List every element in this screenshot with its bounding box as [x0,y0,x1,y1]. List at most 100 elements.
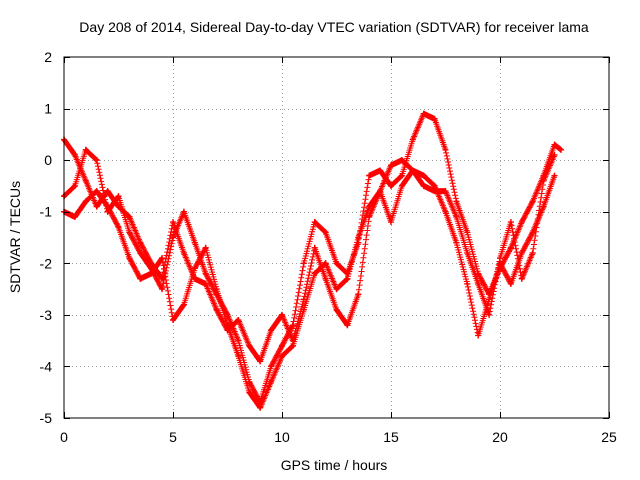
data-point [409,136,416,143]
data-point [104,188,111,195]
x-tick-label: 15 [383,429,399,445]
data-point [115,224,122,231]
data-point [398,182,405,189]
data-point [464,249,471,256]
data-point [170,317,176,324]
data-point [170,219,176,226]
data-point [279,311,285,318]
data-point [518,249,525,256]
data-point [464,280,471,287]
data-point [71,182,78,189]
data-point [300,260,307,267]
data-point [322,260,329,267]
y-tick-label: 0 [44,152,52,168]
y-tick-label: -2 [40,255,53,271]
data-point [453,198,460,205]
data-point [311,244,318,251]
data-point [126,255,133,262]
chart-title: Day 208 of 2014, Sidereal Day-to-day VTE… [79,19,589,35]
x-tick-label: 5 [169,429,177,445]
x-tick-labels: 0 5 10 15 20 25 [60,429,617,445]
data-point [159,275,166,282]
data-point [289,322,296,329]
data-point [507,280,514,287]
data-point [311,219,318,226]
data-point [82,177,89,184]
data-point [71,151,78,158]
tick-marks [64,57,610,419]
x-tick-label: 0 [60,429,68,445]
data-point [235,353,242,360]
data-point [518,275,525,282]
y-tick-label: -3 [40,307,53,323]
data-point [213,306,220,313]
data-point [377,188,384,195]
data-point [442,146,449,153]
data-point [93,203,100,210]
data-point [333,260,340,267]
data-point [202,270,209,277]
y-tick-label: -1 [40,204,53,220]
data-point [420,182,427,189]
data-point [377,167,384,174]
data-point [279,342,285,349]
data-point [431,182,438,189]
data-point [115,193,122,200]
data-point [540,177,547,184]
data-point [322,275,329,282]
data-point [453,213,460,220]
data-point [104,203,111,210]
data-point [322,229,329,236]
data-point [431,115,438,122]
data-point [202,244,209,251]
data-point [235,317,242,324]
data-point [137,275,144,282]
data-point [126,213,133,220]
data-point [475,332,482,339]
x-axis-label: GPS time / hours [281,457,388,473]
data-point [431,188,438,195]
y-tick-label: -4 [40,358,53,374]
data-point [475,270,482,277]
x-tick-label: 10 [274,429,290,445]
data-point [355,291,362,298]
data-point [257,404,264,411]
data-point [529,229,536,236]
y-tick-labels: -5 -4 -3 -2 -1 0 1 2 [40,49,53,426]
data-point [180,301,187,308]
data-point [82,146,89,153]
data-point [235,337,242,344]
data-point [529,249,536,256]
y-tick-label: 1 [44,101,52,117]
data-point [224,327,231,334]
data-point [115,203,122,210]
data-point [148,270,155,277]
data-point [159,286,166,293]
data-point [420,110,427,117]
data-point [311,270,318,277]
data-point [300,296,307,303]
data-point [551,151,558,158]
data-point [246,342,253,349]
data-point [518,219,525,226]
y-axis-label: SDTVAR / TECUs [7,181,23,293]
data-point [93,157,100,164]
data-point [71,213,78,220]
data-point [475,280,482,287]
data-point [551,141,558,148]
data-point [507,244,514,251]
data-point [558,146,565,153]
data-point [398,172,405,179]
data-point [246,389,253,396]
data-point [388,219,394,226]
data-point [388,182,394,189]
data-point [344,275,351,282]
data-point [333,286,340,293]
data-point [344,322,351,329]
data-point [453,239,460,246]
data-point [257,358,264,365]
data-point [268,363,275,370]
data-point [268,378,275,385]
